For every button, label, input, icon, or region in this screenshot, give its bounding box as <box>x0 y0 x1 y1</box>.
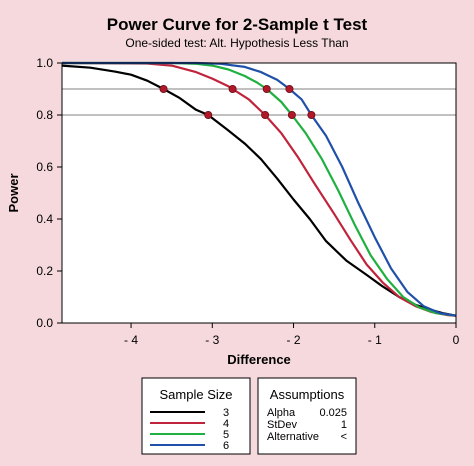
series-layer <box>61 61 457 317</box>
power-marker <box>159 85 168 94</box>
legend-label-4: 4 <box>223 418 229 430</box>
y-axis-label: Power <box>6 173 21 212</box>
x-axis-label: Difference <box>227 352 291 367</box>
y-tick-label: 1.0 <box>36 56 53 70</box>
x-tick-label: - 2 <box>287 333 301 347</box>
x-tick-label: - 1 <box>368 333 382 347</box>
assumption-rows: Alpha 0.025 StDev 1 Alternative < <box>267 407 347 443</box>
assumptions-title: Assumptions <box>270 387 345 402</box>
y-tick-label: 0.4 <box>36 212 53 226</box>
legend-title: Sample Size <box>160 387 233 402</box>
assumption-value: 0.025 <box>319 407 347 419</box>
assumptions-box <box>257 377 357 455</box>
power-marker <box>204 111 213 120</box>
legend-box <box>141 377 251 455</box>
assumption-label: StDev <box>267 419 297 431</box>
x-tick-label: - 4 <box>124 333 138 347</box>
series-line-6 <box>62 61 457 317</box>
y-axis: 0.0 0.2 0.4 0.6 0.8 1.0 <box>36 56 62 330</box>
x-tick-label: 0 <box>453 333 460 347</box>
chart-subtitle: One-sided test: Alt. Hypothesis Less Tha… <box>125 36 348 50</box>
y-tick-label: 0.8 <box>36 108 53 122</box>
power-marker <box>287 111 296 120</box>
x-tick-label: - 3 <box>205 333 219 347</box>
y-tick-label: 0.0 <box>36 316 53 330</box>
series-line-5 <box>62 61 457 317</box>
power-marker <box>261 111 270 120</box>
series-line-4 <box>61 61 457 317</box>
marker-layer <box>159 85 316 120</box>
plot-frame <box>61 62 457 324</box>
power-marker <box>307 111 316 120</box>
power-marker <box>285 85 294 94</box>
power-marker <box>228 85 237 94</box>
assumption-value: < <box>341 431 347 443</box>
assumption-label: Alpha <box>267 407 296 419</box>
y-tick-label: 0.2 <box>36 264 53 278</box>
chart-title: Power Curve for 2-Sample t Test <box>107 15 368 34</box>
power-marker <box>262 85 271 94</box>
y-tick-label: 0.6 <box>36 160 53 174</box>
assumption-label: Alternative <box>267 431 319 443</box>
assumption-value: 1 <box>341 419 347 431</box>
reference-lines <box>62 88 456 116</box>
legend-label-5: 5 <box>223 429 229 441</box>
plot-area <box>62 63 456 323</box>
x-axis: - 4 - 3 - 2 - 1 0 <box>124 323 460 347</box>
legend-label-3: 3 <box>223 407 229 419</box>
assumptions-panel: Assumptions Alpha 0.025 StDev 1 Alternative < <box>257 377 357 455</box>
legend-label-6: 6 <box>223 440 229 452</box>
